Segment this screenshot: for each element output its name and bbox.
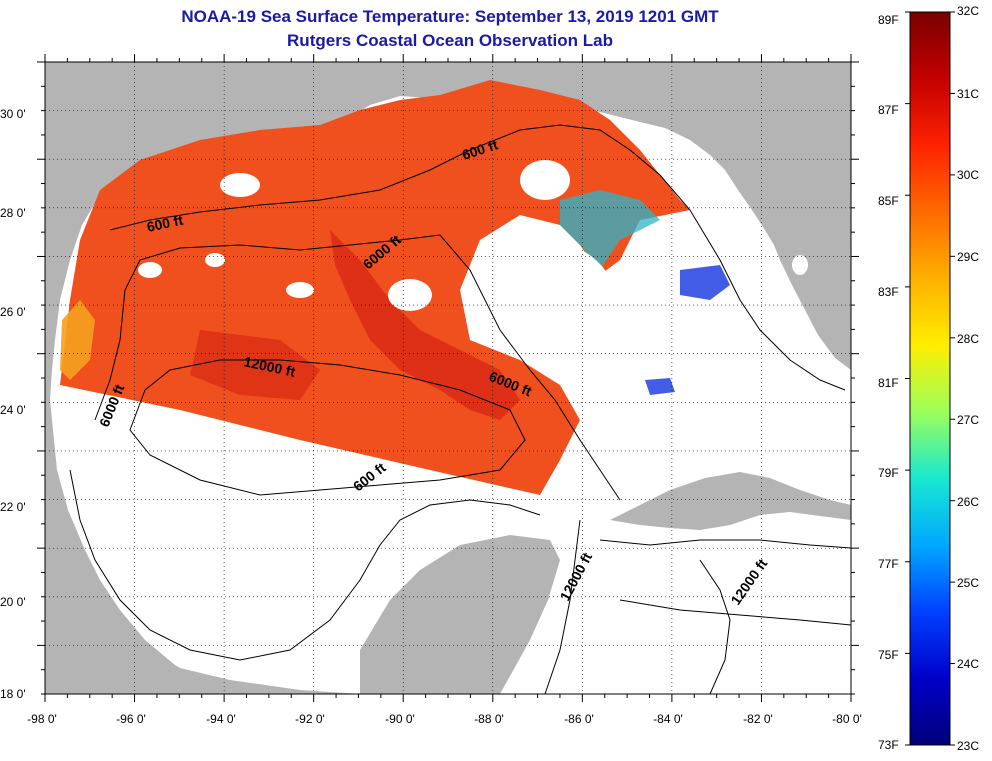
lon-tick-label: -80 0' <box>832 712 862 726</box>
sst-hot-patch <box>190 330 320 400</box>
sst-cool-patch-2 <box>645 378 675 395</box>
land-mexico-south <box>45 600 360 694</box>
sst-yellow-coastal <box>60 300 95 380</box>
colorbar-f-label: 89F <box>878 13 899 27</box>
colorbar-c-label: 31C <box>957 87 980 101</box>
lon-tick-label: -98 0' <box>27 712 57 726</box>
colorbar-c-label: 23C <box>957 739 980 753</box>
cloud-gap <box>388 279 432 311</box>
lon-tick-label: -94 0' <box>206 712 236 726</box>
map-subtitle: Rutgers Coastal Ocean Observation Lab <box>287 31 613 50</box>
colorbar-f-label: 87F <box>878 103 899 117</box>
cloud-gap <box>220 173 260 197</box>
lat-tick-label: 20 0' <box>0 595 26 609</box>
colorbar-ticks <box>905 11 955 746</box>
map-title: NOAA-19 Sea Surface Temperature: Septemb… <box>181 7 719 26</box>
contour-caribbean <box>599 539 851 549</box>
lon-tick-label: -88 0' <box>474 712 504 726</box>
lon-tick-label: -82 0' <box>743 712 773 726</box>
colorbar-c-label: 28C <box>957 332 980 346</box>
colorbar-c-label: 27C <box>957 413 980 427</box>
axis-tickmarks <box>37 54 859 702</box>
sst-cool-east <box>560 190 660 270</box>
lon-tick-label: -84 0' <box>653 712 683 726</box>
colorbar-c-label: 25C <box>957 576 980 590</box>
cloud-gap <box>520 160 570 200</box>
colorbar-c-label: 26C <box>957 495 980 509</box>
colorbar-f-label: 75F <box>878 648 899 662</box>
sst-hot-core <box>330 230 520 420</box>
sst-cool-patch <box>680 265 730 300</box>
lat-tick-label: 28 0' <box>0 206 26 220</box>
cloud-gap <box>465 240 615 360</box>
lon-tick-label: -86 0' <box>564 712 594 726</box>
land-yucatan <box>360 535 560 694</box>
cloud-gap <box>205 253 225 267</box>
contour-label: 600 ft <box>145 212 184 235</box>
contour-12000ft-caribbean <box>544 519 581 694</box>
lat-tick-label: 22 0' <box>0 500 26 514</box>
colorbar-c-label: 29C <box>957 250 980 264</box>
lat-tick-label: 26 0' <box>0 305 26 319</box>
colorbar-f-label: 83F <box>878 285 899 299</box>
land-florida <box>752 62 851 370</box>
colorbar-c-label: 30C <box>957 168 980 182</box>
graticule <box>45 62 851 694</box>
lon-tick-label: -92 0' <box>295 712 325 726</box>
cloud-gap <box>792 255 808 275</box>
lat-tick-label: 30 0' <box>0 107 26 121</box>
lon-tick-label: -90 0' <box>385 712 415 726</box>
cloud-gap <box>138 262 162 278</box>
contour-600ft-south <box>69 469 541 661</box>
contour-12000ft-caribbean-2 <box>699 559 731 694</box>
contour-12000ft <box>129 359 526 496</box>
colorbar <box>909 11 951 746</box>
colorbar-c-label: 32C <box>957 4 980 18</box>
colorbar-c-label: 24C <box>957 657 980 671</box>
lon-tick-label: -96 0' <box>116 712 146 726</box>
colorbar-f-label: 73F <box>878 738 899 752</box>
colorbar-f-label: 85F <box>878 194 899 208</box>
land-cuba <box>610 472 851 530</box>
cloud-gap <box>286 282 314 298</box>
colorbar-f-label: 77F <box>878 557 899 571</box>
colorbar-f-label: 79F <box>878 466 899 480</box>
contour-6000ft <box>94 234 621 501</box>
colorbar-f-label: 81F <box>878 376 899 390</box>
lat-tick-label: 18 0' <box>0 687 26 701</box>
contour-600ft <box>109 124 846 391</box>
bathymetry-contours <box>69 124 851 694</box>
lat-tick-label: 24 0' <box>0 403 26 417</box>
contour-caribbean-3 <box>619 599 851 626</box>
